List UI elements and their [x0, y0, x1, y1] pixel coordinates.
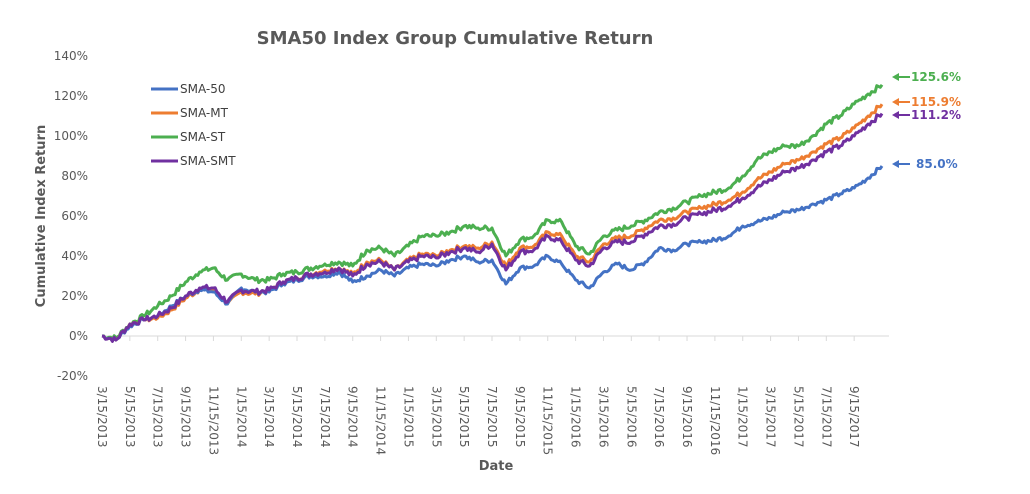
- x-tick-label: 5/15/2017: [791, 386, 805, 448]
- x-tick-label: 3/15/2013: [95, 386, 109, 448]
- y-tick-label: 0%: [69, 329, 88, 343]
- y-tick-label: 100%: [54, 129, 88, 143]
- end-value-label: 125.6%: [911, 70, 961, 84]
- y-tick-label: 140%: [54, 49, 88, 63]
- x-tick-label: 1/15/2015: [401, 386, 415, 448]
- x-tick-label: 1/15/2017: [736, 386, 750, 448]
- arrow-left-icon: [892, 160, 899, 168]
- x-tick-label: 3/15/2017: [764, 386, 778, 448]
- y-tick-label: 20%: [61, 289, 88, 303]
- y-axis-title: Cumulative Index Return: [34, 125, 49, 307]
- x-tick-label: 7/15/2017: [819, 386, 833, 448]
- y-tick-label: 40%: [61, 249, 88, 263]
- x-tick-label: 11/15/2016: [708, 386, 722, 455]
- x-tick-label: 9/15/2017: [847, 386, 861, 448]
- x-tick-label: 5/15/2014: [290, 386, 304, 448]
- arrow-left-icon: [892, 98, 899, 106]
- legend-label: SMA-ST: [180, 130, 226, 144]
- legend: SMA-50 SMA-MT SMA-ST SMA-SMT: [151, 82, 236, 168]
- x-tick-label: 11/15/2013: [206, 386, 220, 455]
- y-tick-label: 120%: [54, 89, 88, 103]
- end-value-label: 85.0%: [916, 157, 958, 171]
- chart-title: SMA50 Index Group Cumulative Return: [257, 28, 654, 49]
- series-line-sma-st: [101, 83, 884, 342]
- x-tick-label: 7/15/2015: [485, 386, 499, 448]
- x-tick-label: 7/15/2014: [318, 386, 332, 448]
- y-tick-label: 60%: [61, 209, 88, 223]
- arrow-left-icon: [892, 73, 899, 81]
- legend-label: SMA-SMT: [180, 154, 236, 168]
- x-tick-label: 3/15/2016: [596, 386, 610, 448]
- y-axis: 140% 120% 100% 80% 60% 40% 20% 0% -20%: [54, 49, 88, 383]
- arrow-left-icon: [892, 111, 899, 119]
- x-tick-label: 5/15/2016: [624, 386, 638, 448]
- x-tick-label: 5/15/2015: [457, 386, 471, 448]
- series-lines: [101, 83, 884, 343]
- x-tick-label: 5/15/2013: [123, 386, 137, 448]
- end-value-label: 111.2%: [911, 108, 961, 122]
- y-tick-label: -20%: [57, 369, 88, 383]
- x-tick-label: 9/15/2016: [680, 386, 694, 448]
- end-labels: 85.0% 115.9% 125.6% 111.2%: [892, 70, 961, 171]
- x-tick-label: 9/15/2015: [513, 386, 527, 448]
- x-tick-label: 1/15/2014: [234, 386, 248, 448]
- series-line-sma-50: [101, 165, 884, 343]
- x-tick-label: 9/15/2013: [179, 386, 193, 448]
- y-tick-label: 80%: [61, 169, 88, 183]
- series-line-sma-smt: [101, 112, 884, 343]
- legend-label: SMA-50: [180, 82, 226, 96]
- end-value-label: 115.9%: [911, 95, 961, 109]
- x-tick-label: 1/15/2016: [569, 386, 583, 448]
- x-tick-label: 9/15/2014: [346, 386, 360, 448]
- x-tick-label: 3/15/2015: [429, 386, 443, 448]
- x-axis: 3/15/2013 5/15/2013 7/15/2013 9/15/2013 11/1…: [95, 335, 889, 455]
- x-tick-label: 11/15/2015: [541, 386, 555, 455]
- x-tick-label: 7/15/2013: [151, 386, 165, 448]
- x-tick-label: 7/15/2016: [652, 386, 666, 448]
- x-tick-label: 11/15/2014: [374, 386, 388, 455]
- legend-label: SMA-MT: [180, 106, 229, 120]
- x-axis-title: Date: [479, 459, 514, 474]
- x-tick-label: 3/15/2014: [262, 386, 276, 448]
